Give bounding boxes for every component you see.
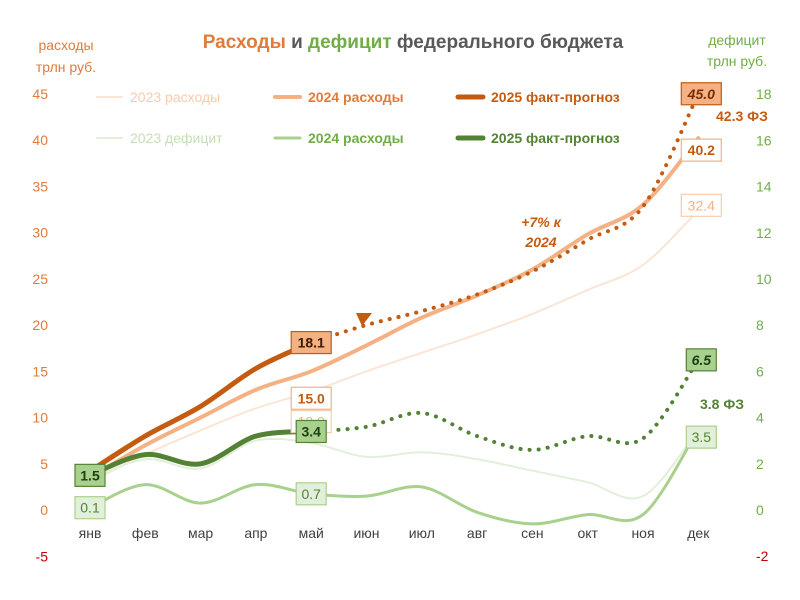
y-left-tick-label: 35 [32, 178, 48, 194]
y-right-tick-label: 12 [756, 225, 772, 241]
annotations-group: +7% к 2024 42.3 ФЗ 3.8 ФЗ [521, 108, 768, 412]
y-right-tick-label: 16 [756, 132, 772, 148]
y-right-tick-label: 14 [756, 179, 772, 195]
legend-group: 2023 расходы 2024 расходы 2025 факт-прогно… [96, 89, 620, 146]
y-left-tick-label: 5 [40, 456, 48, 472]
annotation-growth-line2: 2024 [524, 234, 556, 250]
x-tick-label-6: июл [409, 525, 435, 541]
x-tick-label-11: дек [687, 525, 710, 541]
data-label-box-3 [290, 386, 332, 410]
y-left-tick-label: 40 [32, 132, 48, 148]
legend-label-1: 2024 расходы [308, 89, 404, 105]
y-right-tick-label: 4 [756, 410, 764, 426]
data-label-9: 32.4 [688, 197, 715, 213]
data-label-box-0 [74, 463, 106, 487]
legend-label-0: 2023 расходы [130, 89, 220, 105]
y-left-label-line1: расходы [38, 37, 93, 53]
y-left-tick-label: 30 [32, 225, 48, 241]
y-right-label-line2: трлн руб. [707, 53, 767, 69]
series-line-6 [87, 429, 314, 478]
data-label-box-8 [680, 138, 722, 162]
y-right-tick-label: -2 [756, 548, 769, 564]
y-left-tick-label: 25 [32, 271, 48, 287]
data-label-3: 15.0 [298, 390, 325, 406]
y-right-tick-label: 18 [756, 86, 772, 102]
annotation-fz-expenses: 42.3 ФЗ [716, 108, 768, 124]
data-label-5: 3.4 [301, 423, 321, 439]
chart-title-part-3: федерального бюджета [392, 32, 624, 53]
y-right-tick-label: 2 [756, 456, 764, 472]
x-tick-label-1: фев [132, 525, 159, 541]
y-right-label-line1: дефицит [708, 32, 766, 48]
data-label-box-5 [295, 419, 327, 444]
x-tick-label-0: янв [79, 525, 102, 541]
chart-title-part-0: Расходы [203, 32, 286, 53]
y-left-label-line2: трлн руб. [36, 59, 96, 75]
y-right-tick-label: 10 [756, 271, 772, 287]
annotation-fz-deficit: 3.8 ФЗ [700, 396, 744, 412]
data-label-6: 0.7 [301, 486, 321, 502]
data-label-box-1 [74, 496, 106, 520]
y-right-tick-label: 6 [756, 363, 764, 379]
data-label-box-10 [685, 348, 717, 372]
y-right-tick-label: 0 [756, 502, 764, 518]
y-right-tick-label: 8 [756, 317, 764, 333]
forecast-arrow-icon [356, 313, 372, 326]
legend-label-5: 2025 факт-прогноз [491, 130, 620, 146]
data-label-box-9 [680, 193, 722, 217]
x-tick-label-9: окт [577, 525, 598, 541]
x-tick-label-4: май [299, 525, 324, 541]
y-left-tick-label: 15 [32, 363, 48, 379]
chart-title-part-2: дефицит [308, 32, 392, 53]
data-label-1: 0.1 [80, 500, 100, 516]
series-line-7 [309, 357, 701, 452]
data-label-box-7 [680, 82, 722, 106]
data-label-8: 40.2 [688, 142, 715, 158]
data-label-0: 1.5 [80, 467, 100, 483]
annotation-growth-line1: +7% к [521, 214, 561, 230]
series-group [87, 91, 701, 526]
series-line-5 [88, 427, 700, 526]
x-tick-label-2: мар [188, 525, 213, 541]
chart-title-group: Расходы и дефицит федерального бюджета [203, 32, 624, 53]
x-tick-label-7: авг [467, 525, 487, 541]
legend-label-4: 2024 расходы [308, 130, 404, 146]
data-label-box-11 [685, 425, 717, 449]
x-tick-label-10: ноя [631, 525, 654, 541]
x-tick-label-5: июн [353, 525, 379, 541]
data-label-7: 45.0 [687, 86, 715, 102]
data-label-box-6 [295, 482, 327, 506]
legend-label-2: 2025 факт-прогноз [491, 89, 620, 105]
legend-label-3: 2023 дефицит [130, 130, 223, 146]
series-line-0 [89, 209, 700, 484]
chart-title: Расходы и дефицит федерального бюджета [203, 32, 624, 53]
data-label-11: 3.5 [692, 429, 712, 445]
series-line-1 [88, 136, 701, 480]
y-left-tick-label: 10 [32, 410, 48, 426]
series-line-4 [89, 428, 700, 500]
chart-title-part-1: и [286, 32, 308, 53]
series-line-2 [87, 340, 314, 474]
y-left-tick-label: 0 [40, 502, 48, 518]
y-left-tick-label: 45 [32, 86, 48, 102]
x-tick-label-8: сен [521, 525, 544, 541]
y-left-tick-label: 20 [32, 317, 48, 333]
data-label-2: 18.1 [298, 335, 325, 351]
x-tick-label-3: апр [244, 525, 267, 541]
data-label-box-2 [290, 330, 332, 355]
data-label-10: 6.5 [692, 352, 712, 368]
y-left-tick-label: -5 [36, 548, 49, 564]
data-labels-group: 1.50.118.115.012.83.40.745.040.232.46.53… [74, 82, 722, 520]
